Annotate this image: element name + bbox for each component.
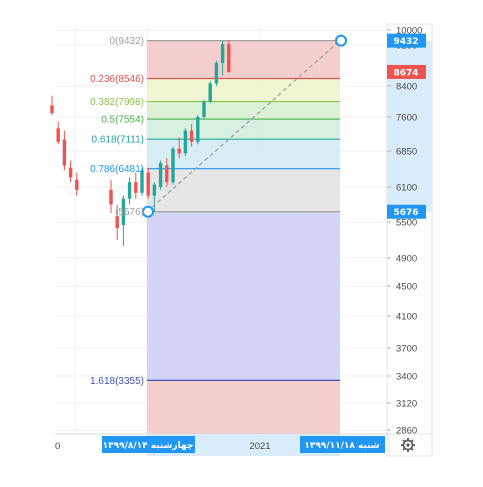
- fib-level-label: 0.382(7998): [90, 97, 144, 108]
- candle-body[interactable]: [214, 62, 219, 84]
- price-tick-label: 4900: [396, 254, 417, 265]
- fibonacci-zones: [147, 40, 340, 434]
- candle-body[interactable]: [50, 105, 54, 114]
- fib-zone: [147, 119, 340, 140]
- price-tag-label: 5676: [393, 208, 418, 218]
- price-tag-box: [387, 64, 426, 79]
- price-tag-box: [387, 204, 426, 219]
- candle-body[interactable]: [158, 163, 163, 187]
- gear-icon-teeth: [401, 438, 415, 452]
- price-tick-label: 3400: [396, 372, 417, 383]
- candle-body[interactable]: [115, 216, 119, 228]
- fib-level-label: 0.5(7554): [101, 115, 144, 126]
- fib-zone: [147, 139, 340, 169]
- price-tick-label: 4500: [396, 282, 417, 293]
- fib-level-label: 0.786(6481): [90, 164, 144, 175]
- candle-body[interactable]: [146, 172, 150, 196]
- price-tick-label: 6850: [396, 147, 417, 158]
- trend-line[interactable]: [146, 40, 341, 213]
- fib-zone: [147, 78, 340, 102]
- fib-level-label: 0.236(8546): [90, 74, 144, 85]
- candle-body[interactable]: [208, 83, 212, 102]
- fib-zone: [147, 40, 340, 79]
- candle-body[interactable]: [220, 44, 225, 63]
- candle-body[interactable]: [202, 101, 206, 118]
- candle-body[interactable]: [227, 44, 231, 72]
- candle-body[interactable]: [134, 182, 138, 193]
- fib-level-label: 0(9432): [110, 36, 144, 47]
- price-tick-label: 8400: [396, 82, 417, 93]
- price-tick-label: 6100: [396, 183, 417, 194]
- price-tag-label: 9432: [393, 37, 418, 47]
- fibonacci-lines: [147, 40, 340, 381]
- candle-body[interactable]: [152, 184, 157, 196]
- price-tick-label: 10000: [396, 26, 422, 37]
- end-date-tag: [300, 436, 385, 453]
- anchor-start-handle[interactable]: [142, 205, 154, 218]
- candles[interactable]: [50, 40, 231, 246]
- price-tick-label: 3700: [396, 344, 417, 355]
- fibonacci-trend-line[interactable]: [142, 34, 347, 218]
- candle-body[interactable]: [171, 148, 175, 183]
- fib-zone: [147, 101, 340, 120]
- gear-icon[interactable]: [401, 438, 415, 452]
- candle-body[interactable]: [165, 165, 169, 183]
- fib-zone: [147, 211, 340, 381]
- start-date-tag: [102, 436, 195, 453]
- fib-level-label: 0.618(7111): [92, 135, 144, 146]
- price-tag-box: [387, 33, 426, 48]
- anchor-end-handle[interactable]: [335, 34, 347, 47]
- fib-zone: [147, 380, 340, 434]
- end-date-label: شنبه ۱۳۹۹/۱۱/۱۸: [304, 441, 379, 451]
- fib-level-label: (5676): [115, 207, 144, 218]
- year-label: 2021: [249, 441, 270, 452]
- candle-body[interactable]: [140, 170, 144, 193]
- fib-zone: [147, 168, 340, 212]
- candle-body[interactable]: [121, 198, 126, 225]
- candle-body[interactable]: [68, 167, 73, 178]
- candle-body[interactable]: [183, 130, 188, 154]
- price-tag-label: 8674: [393, 68, 418, 78]
- candle-body[interactable]: [177, 148, 181, 154]
- candle-body[interactable]: [196, 117, 200, 142]
- price-tick-label: 3120: [396, 399, 417, 410]
- settings-button-frame: [388, 433, 433, 457]
- settings-button[interactable]: [388, 433, 433, 457]
- candle-body[interactable]: [109, 189, 113, 205]
- time-axis-edge-label: 0: [55, 441, 60, 452]
- candle-body[interactable]: [56, 128, 60, 142]
- time-range-highlight: [147, 434, 340, 456]
- price-tick-label: 2860: [396, 426, 417, 437]
- price-tick-label: 7600: [396, 113, 417, 124]
- fibonacci-labels: 0(9432) 0.236(8546) 0.382(7998) 0.5(7554) 0.…: [90, 36, 144, 387]
- fib-level-label: 1.618(3355): [90, 376, 144, 387]
- candle-body[interactable]: [127, 182, 132, 199]
- price-tick-label: 4100: [396, 312, 417, 323]
- price-tick-label: 5500: [396, 218, 417, 229]
- time-axis[interactable]: 0 2021 چهارشنبه ۱۳۹۹/۸/۱۴ شنبه ۱۳۹۹/۱۱/۱…: [55, 433, 432, 456]
- price-tags: 9432 8674 5676: [387, 33, 426, 219]
- candle-body[interactable]: [62, 139, 67, 166]
- candle-body[interactable]: [75, 179, 79, 190]
- candle-body[interactable]: [189, 130, 194, 142]
- gear-icon-hub: [406, 443, 410, 447]
- start-date-label: چهارشنبه ۱۳۹۹/۸/۱۴: [103, 441, 194, 451]
